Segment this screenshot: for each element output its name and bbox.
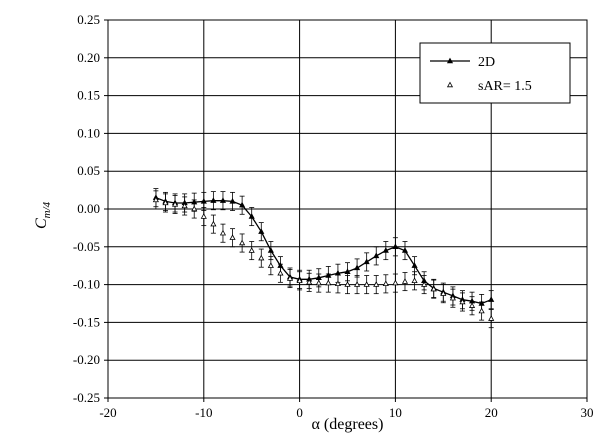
data-point — [267, 247, 274, 253]
data-point — [162, 199, 169, 206]
x-tick-label: 30 — [581, 405, 594, 420]
data-point — [440, 290, 447, 296]
series-line — [155, 197, 492, 305]
legend-swatch-marker — [446, 81, 454, 88]
y-axis-label-main: C — [33, 218, 50, 229]
data-point — [258, 228, 265, 234]
data-point — [344, 281, 351, 287]
y-tick-label: 0.20 — [77, 50, 100, 65]
data-point — [411, 262, 418, 268]
y-tick-label: 0.15 — [77, 88, 100, 103]
y-tick-label: -0.15 — [73, 314, 100, 329]
x-tick-label: -20 — [99, 405, 116, 420]
data-point — [200, 213, 207, 219]
y-tick-label: 0.00 — [77, 201, 100, 216]
data-point — [315, 279, 322, 286]
data-point — [334, 280, 341, 287]
data-point — [421, 281, 428, 287]
legend-label: 2D — [478, 55, 495, 70]
data-point — [296, 277, 303, 284]
data-point — [286, 275, 294, 281]
legend-swatch-marker — [446, 57, 454, 64]
data-point — [152, 196, 159, 203]
y-tick-label: -0.20 — [73, 352, 100, 367]
x-axis-ticks: -20 -10 0 10 20 30 — [99, 398, 594, 420]
data-point — [229, 234, 236, 240]
data-point — [382, 247, 389, 253]
data-point — [219, 197, 227, 203]
y-tick-label: -0.25 — [73, 390, 100, 405]
data-point — [267, 262, 274, 268]
data-point — [382, 280, 389, 287]
data-point — [411, 277, 418, 284]
data-point — [392, 279, 399, 286]
data-point — [239, 239, 246, 246]
data-point — [449, 294, 456, 301]
y-tick-label: 0.05 — [77, 163, 100, 178]
data-point — [239, 201, 246, 208]
y-axis-label: Cm/4 — [33, 201, 53, 229]
data-point — [468, 302, 476, 308]
data-point — [363, 281, 370, 287]
data-point — [200, 198, 207, 204]
x-tick-label: -10 — [195, 405, 212, 420]
legend-item-sar-1-5: sAR= 1.5 — [446, 79, 532, 94]
legend-item-2d: 2D — [430, 55, 495, 70]
legend-box — [419, 42, 571, 104]
legend-label: sAR= 1.5 — [478, 79, 532, 94]
series-sar-1-5 — [152, 190, 495, 329]
data-point — [488, 315, 495, 321]
data-point — [430, 285, 437, 292]
data-point — [258, 254, 265, 261]
data-point — [354, 281, 361, 287]
data-point — [277, 269, 284, 276]
x-tick-label: 20 — [485, 405, 498, 420]
data-point — [488, 296, 495, 302]
data-point — [459, 298, 466, 305]
x-axis-label: α (degrees) — [312, 416, 384, 433]
y-tick-label: -0.05 — [73, 239, 100, 254]
x-tick-label: 0 — [296, 405, 303, 420]
series-layer — [152, 188, 495, 329]
data-point — [306, 278, 313, 285]
x-tick-label: 10 — [389, 405, 402, 420]
y-axis-ticks: 0.25 0.20 0.15 0.10 0.05 0.00 -0.05 -0.10 -0.15 -… — [73, 12, 108, 405]
data-point — [344, 268, 351, 274]
data-point — [219, 229, 227, 236]
data-point — [229, 198, 236, 204]
data-point — [181, 202, 188, 209]
data-point — [248, 213, 255, 219]
data-point — [401, 247, 409, 253]
y-tick-label: 0.10 — [77, 125, 100, 140]
y-tick-label: 0.25 — [77, 12, 100, 27]
data-point — [363, 258, 370, 265]
data-point — [401, 278, 409, 284]
data-point — [171, 201, 179, 207]
data-point — [248, 247, 255, 253]
data-point — [478, 307, 485, 314]
data-point — [392, 243, 399, 250]
data-point — [373, 281, 380, 287]
data-point — [210, 197, 217, 203]
data-point — [354, 264, 361, 271]
data-point — [191, 205, 198, 212]
data-point — [210, 220, 217, 227]
y-tick-label: -0.10 — [73, 277, 100, 292]
legend: 2D sAR= 1.5 — [419, 42, 571, 104]
data-point — [373, 252, 380, 259]
y-axis-label-sub: m/4 — [41, 201, 53, 218]
data-point — [325, 279, 332, 286]
